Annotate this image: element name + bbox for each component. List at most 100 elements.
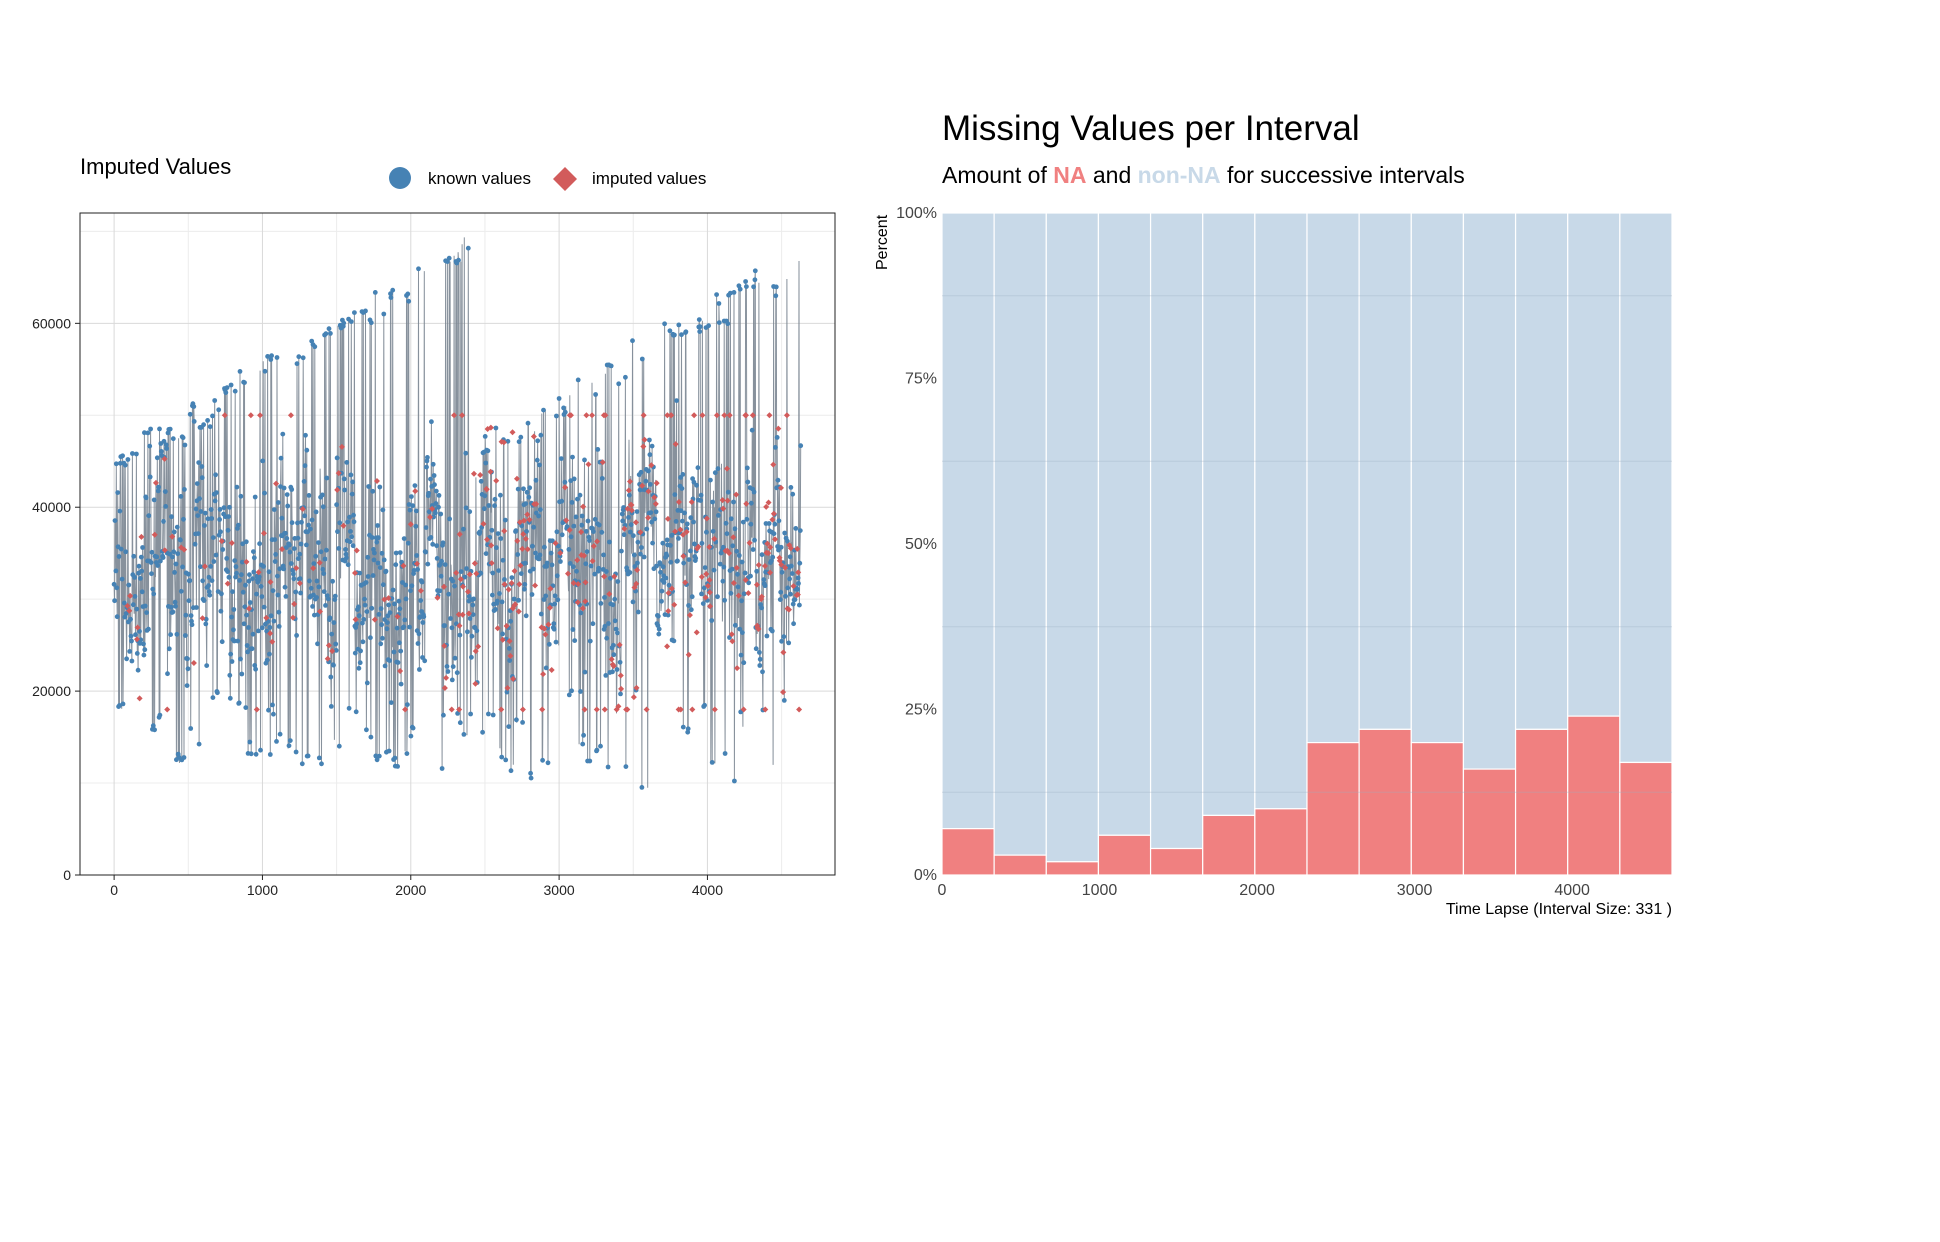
known-point	[578, 689, 583, 694]
known-point	[681, 560, 687, 566]
imputed-point	[394, 613, 401, 620]
known-point	[656, 631, 662, 637]
known-point	[769, 628, 775, 634]
known-point	[275, 592, 281, 598]
known-point	[328, 674, 334, 680]
subtitle-na: NA	[1053, 162, 1086, 188]
imputed-point	[434, 594, 441, 601]
known-point	[295, 535, 301, 541]
known-point	[663, 575, 669, 581]
imputed-point	[764, 540, 771, 547]
imputed-point	[782, 564, 789, 571]
imputed-point	[686, 612, 693, 619]
known-point	[676, 536, 681, 541]
known-point	[433, 510, 438, 516]
known-point	[383, 568, 389, 574]
known-point	[291, 576, 297, 582]
known-point	[732, 778, 737, 784]
known-point	[737, 626, 743, 632]
imputed-point	[414, 560, 421, 567]
known-point	[344, 555, 349, 561]
known-point	[208, 564, 214, 569]
known-point	[394, 625, 400, 631]
known-point	[617, 659, 623, 665]
known-point	[612, 618, 618, 624]
known-point	[194, 605, 199, 610]
imputed-point	[465, 610, 472, 617]
known-point	[212, 498, 218, 504]
known-point	[360, 620, 365, 626]
known-point	[430, 541, 436, 547]
known-point	[135, 667, 141, 673]
right-chart-subtitle: Amount of NA and non-NA for successive i…	[942, 162, 1465, 188]
known-point	[245, 649, 251, 655]
known-point	[546, 641, 552, 647]
imputed-point	[260, 530, 267, 537]
x-tick-label: 1000	[247, 882, 278, 898]
known-point	[492, 496, 498, 502]
imputed-point	[772, 536, 779, 543]
known-point	[293, 749, 299, 755]
known-point	[409, 494, 414, 499]
known-point	[364, 680, 370, 686]
known-point	[743, 279, 748, 284]
known-point	[227, 672, 233, 678]
known-point	[635, 609, 641, 615]
known-point	[178, 494, 184, 499]
imputed-point	[552, 540, 559, 547]
imputed-point	[707, 603, 714, 610]
known-point	[358, 648, 363, 654]
known-point	[285, 503, 291, 509]
imputed-point	[610, 663, 617, 670]
known-point	[318, 549, 324, 555]
known-point	[590, 621, 596, 627]
imputed-point	[480, 520, 487, 527]
imputed-point	[516, 581, 523, 588]
known-point	[201, 598, 207, 603]
known-point	[296, 354, 302, 360]
imputed-point	[677, 706, 684, 713]
imputed-point	[683, 528, 690, 535]
known-point	[524, 489, 530, 495]
known-point	[790, 491, 796, 497]
imputed-point	[263, 614, 270, 621]
imputed-point	[651, 494, 658, 501]
known-point	[366, 484, 372, 489]
known-point	[365, 554, 371, 560]
known-point	[210, 413, 215, 419]
known-point	[261, 604, 267, 610]
known-point	[171, 549, 177, 555]
known-point	[206, 574, 212, 580]
known-point	[386, 748, 392, 754]
known-point	[696, 317, 702, 322]
known-point	[141, 641, 146, 647]
imputed-point	[763, 503, 770, 510]
known-point	[520, 720, 525, 725]
known-point	[419, 579, 425, 585]
imputed-point	[352, 616, 359, 623]
known-point	[716, 301, 722, 306]
known-point	[333, 641, 339, 647]
known-point	[349, 491, 355, 497]
known-point	[739, 559, 745, 565]
known-point	[676, 322, 682, 328]
known-point	[239, 671, 245, 677]
known-point	[502, 577, 507, 582]
known-point	[575, 377, 581, 383]
known-point	[319, 761, 324, 767]
bar-non-na	[1097, 212, 1152, 836]
imputed-point	[643, 706, 650, 713]
known-point	[330, 578, 335, 584]
imputed-point	[335, 470, 342, 477]
known-point	[170, 609, 176, 615]
imputed-point	[456, 706, 463, 713]
known-point	[401, 536, 407, 541]
known-point	[522, 586, 527, 592]
known-point	[478, 570, 484, 576]
known-point	[579, 513, 585, 519]
known-point	[525, 420, 531, 426]
known-point	[721, 564, 727, 570]
known-point	[458, 569, 464, 574]
known-point	[117, 508, 123, 514]
imputed-point	[775, 425, 782, 432]
